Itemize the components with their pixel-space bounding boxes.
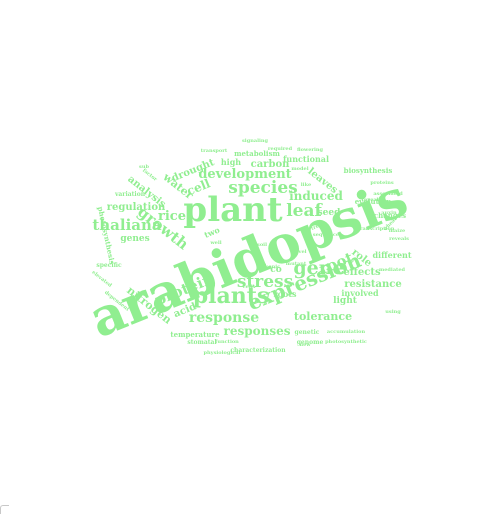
word-functional: functional — [283, 154, 329, 164]
word-stress: stress — [237, 272, 293, 292]
word-new: new — [299, 342, 311, 348]
word-plant: plant — [183, 190, 282, 230]
word-reveal: reveal — [361, 197, 378, 203]
word-specific: specific — [96, 262, 122, 269]
word-cells: cells — [243, 284, 256, 290]
word-level: level — [293, 249, 306, 255]
word-response: response — [189, 310, 259, 326]
word-changes: changes — [374, 211, 406, 220]
word-regulation: regulation — [107, 202, 166, 213]
word-c: c — [262, 260, 267, 270]
word-leaf: leaf — [286, 201, 323, 221]
word-involved: involved — [341, 288, 379, 298]
word-maize: maize — [389, 228, 405, 234]
word-development: development — [198, 167, 291, 182]
word-species: species — [228, 178, 297, 198]
word-effects: effects — [343, 267, 381, 278]
word-induced: induced — [289, 189, 343, 203]
word-co: co — [270, 265, 281, 275]
word-sub: sub — [139, 164, 149, 170]
word-genetic: genetic — [295, 329, 320, 336]
word-high: high — [221, 157, 241, 167]
word-flowering: flowering — [297, 147, 324, 153]
word-arsenic: arsenic — [260, 264, 280, 270]
word-responses: responses — [224, 324, 291, 338]
resize-corner-icon — [0, 505, 9, 514]
word-photosynthesis: photosynthesis — [96, 206, 117, 266]
word-well: well — [209, 240, 221, 246]
word-mutant: mutant — [286, 261, 307, 267]
word-mediated: mediated — [379, 267, 406, 273]
word-tolerance: tolerance — [294, 310, 352, 323]
word-roots: roots — [273, 289, 297, 299]
word-reveals: reveals — [389, 236, 409, 242]
word-rice: rice — [158, 209, 186, 224]
word-transcription: transcription — [358, 226, 395, 232]
word-metabolism: metabolism — [234, 149, 280, 158]
word-signaling: signaling — [242, 138, 269, 144]
word-biosynthesis: biosynthesis — [344, 166, 393, 175]
word-thaliana: thaliana — [92, 216, 162, 234]
word-using: using — [385, 309, 401, 315]
word-carbon: carbon — [251, 159, 290, 170]
word-factor: factor — [141, 168, 158, 183]
word-tree: tree — [310, 222, 323, 232]
word-different: different — [372, 250, 411, 260]
word-resistance: resistance — [344, 279, 402, 290]
word-proteins: proteins — [370, 180, 393, 186]
word-photosynthetic: photosynthetic — [325, 339, 367, 345]
word-model: model — [291, 166, 308, 172]
word-soil: soil — [257, 242, 267, 248]
word-genome: genome — [297, 339, 324, 346]
word-variation: variation — [114, 191, 146, 198]
word-transport: transport — [201, 148, 228, 154]
word-gene: gene — [293, 257, 344, 279]
word-stomatal: stomatal — [187, 339, 217, 346]
word-auxin: auxin — [381, 210, 397, 216]
word-temperature: temperature — [170, 330, 220, 339]
word-physiological: physiological — [204, 350, 241, 356]
word-like: like — [301, 182, 311, 188]
word-accumulation: accumulation — [327, 329, 366, 335]
word-required: required — [268, 146, 293, 152]
word-function: function — [215, 339, 239, 345]
word-associated: associated — [373, 191, 403, 197]
word-characterization: characterization — [230, 347, 286, 354]
word-seed: seed — [318, 208, 342, 218]
word-genes: genes — [120, 234, 149, 244]
word-light: light — [333, 296, 358, 306]
word-sequence: sequence — [313, 232, 339, 238]
word-plants: plants — [193, 283, 270, 309]
word-evolution: evolution — [355, 197, 392, 206]
